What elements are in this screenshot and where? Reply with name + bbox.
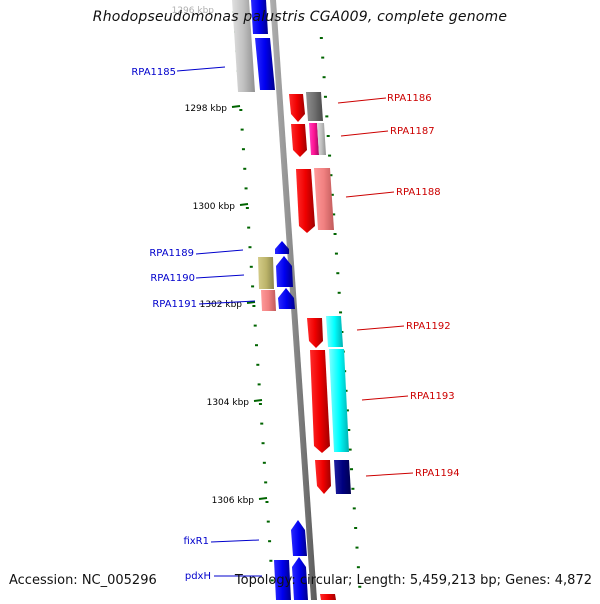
gene-rpa1187-magenta [309,123,319,155]
scale-label: 1300 kbp [193,202,236,212]
scale-labels: 1296 kbp 1298 kbp 1300 kbp 1302 kbp 1304… [172,6,255,506]
scale-ticks-outer [319,37,362,588]
gene-rpa1187-red [291,124,307,157]
gene-rpa1190 [276,256,293,287]
gene-label: RPA1190 [150,273,195,284]
gene-rpa1187-gray [317,123,326,155]
gene-rpa1186-gray [306,92,323,121]
gene-rpa1184-gray [232,0,255,92]
gene-rpa1190-olive [258,257,274,289]
accession-text: Accession: NC_005296 [9,573,157,588]
gene-label: RPA1187 [390,126,435,137]
gene-label: RPA1185 [131,67,176,78]
gene-label: fixR1 [183,536,209,547]
gene-rpa1189 [275,241,289,254]
map-title: Rhodopseudomonas palustris CGA009, compl… [92,9,508,25]
gene-labels-left: RPA1185 RPA1189 RPA1190 RPA1191 fixR1 pd… [131,67,211,582]
label-leaders-left [176,66,262,577]
gene-rpa1192-red [307,318,323,348]
scale-tick-major [258,497,268,500]
gene-rpa1185-top [251,0,268,34]
gene-label: RPA1186 [387,93,432,104]
gene-rpa1191-pink [261,290,276,311]
gene-pdxh [274,560,291,600]
gene-rpa1193-cyan [329,349,349,452]
label-leaders-right [337,97,414,477]
gene-label: RPA1193 [410,391,455,402]
gene-label: RPA1194 [415,468,460,479]
gene-label: RPA1189 [149,248,194,259]
gene-rpa1188-pink [314,168,334,230]
gene-rpa1191 [278,288,295,309]
gene-pdxh-next [292,557,308,600]
gene-rpa1194-navy [334,460,351,494]
gene-rpa1188-red [296,169,315,233]
gene-label: RPA1191 [152,299,197,310]
gene-rpa1185 [255,38,275,90]
scale-label: 1306 kbp [212,496,255,506]
scale-label: 1302 kbp [200,300,243,310]
gene-bottom-red [320,594,336,600]
gene-rpa1193-red [310,350,330,453]
gene-rpa1186-red [289,94,305,122]
gene-label: RPA1192 [406,321,451,332]
scale-tick-major [253,399,263,402]
gene-fixr1 [291,520,307,556]
gene-labels-right: RPA1186 RPA1187 RPA1188 RPA1192 RPA1193 … [387,93,460,479]
gene-label: pdxH [185,571,211,582]
scale-tick-major [231,105,241,108]
genome-summary-text: Topology: circular; Length: 5,459,213 bp… [234,573,592,588]
gene-rpa1192-cyan [326,316,343,347]
gene-label: RPA1188 [396,187,441,198]
scale-label: 1298 kbp [185,104,228,114]
gene-rpa1194-red [315,460,331,494]
scale-tick-major [246,301,256,304]
gene-features [232,0,351,600]
scale-label: 1304 kbp [207,398,250,408]
scale-label: 1296 kbp [172,6,215,16]
scale-tick-major [239,203,249,206]
